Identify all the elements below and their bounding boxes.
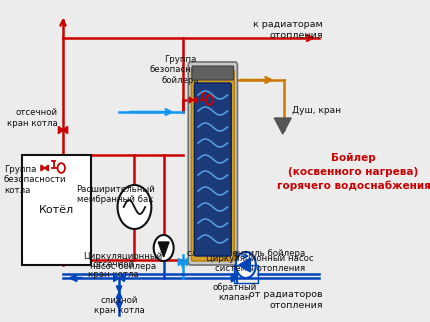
FancyBboxPatch shape [191, 70, 234, 261]
Text: Душ, кран: Душ, кран [292, 106, 341, 115]
Text: Группа
безопасности
бойлера: Группа безопасности бойлера [149, 55, 212, 85]
Text: Расширительный
мембранный бак: Расширительный мембранный бак [76, 185, 155, 204]
FancyBboxPatch shape [192, 66, 233, 80]
Polygon shape [178, 258, 183, 266]
Text: отсечной
кран котла: отсечной кран котла [88, 260, 139, 279]
Text: сливной
кран котла: сливной кран котла [94, 296, 144, 316]
Bar [233, 265, 258, 283]
FancyBboxPatch shape [194, 83, 231, 256]
Bar [22, 155, 91, 265]
Polygon shape [117, 292, 122, 298]
Polygon shape [114, 274, 119, 281]
Text: от радиаторов
отопления: от радиаторов отопления [249, 290, 322, 310]
Text: Циркуляционный
насос бойлера: Циркуляционный насос бойлера [83, 252, 163, 271]
Polygon shape [158, 242, 169, 257]
Polygon shape [183, 258, 187, 266]
Text: обратный
клапан: обратный клапан [212, 283, 257, 302]
Polygon shape [189, 97, 193, 103]
Circle shape [154, 235, 174, 261]
Polygon shape [58, 127, 63, 134]
Text: к радиаторам
отопления: к радиаторам отопления [253, 20, 322, 40]
Polygon shape [45, 165, 49, 171]
Polygon shape [231, 274, 237, 282]
Polygon shape [63, 127, 68, 134]
Polygon shape [41, 165, 45, 171]
Text: отсечной
кран котла: отсечной кран котла [7, 108, 58, 128]
Polygon shape [193, 97, 197, 103]
FancyBboxPatch shape [188, 62, 237, 265]
Polygon shape [274, 118, 291, 134]
Text: Циркуляционный насос
системы отопления: Циркуляционный насос системы отопления [206, 254, 313, 273]
Polygon shape [239, 258, 250, 272]
Text: Котёл: Котёл [39, 205, 74, 215]
Circle shape [236, 252, 256, 278]
Text: Группа
безопасности
котла: Группа безопасности котла [4, 165, 67, 195]
Text: сливной вентиль бойлера: сливной вентиль бойлера [187, 250, 306, 259]
Circle shape [117, 185, 151, 229]
Polygon shape [117, 286, 122, 292]
Polygon shape [119, 274, 124, 281]
Text: Бойлер
(косвенного нагрева)
горячего водоснабжения: Бойлер (косвенного нагрева) горячего вод… [276, 153, 430, 191]
